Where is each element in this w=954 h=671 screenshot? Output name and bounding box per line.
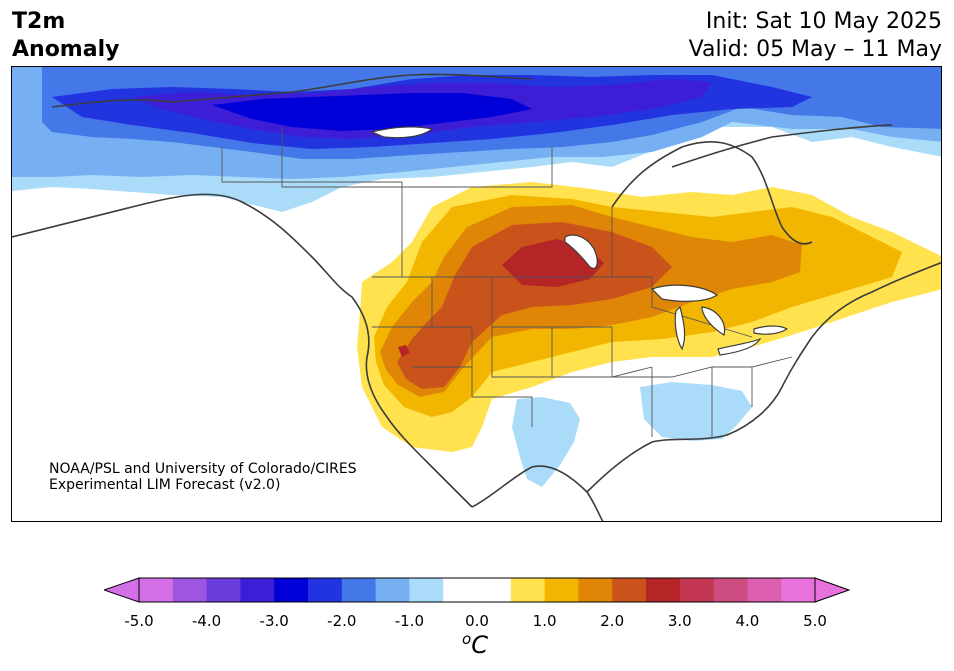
colorbar-tick-label: 1.0 [532, 612, 557, 630]
colorbar-cell [646, 578, 681, 602]
anomaly-map [11, 66, 942, 522]
colorbar [104, 577, 851, 603]
colorbar-cell [206, 578, 241, 602]
cold-core-region [212, 93, 532, 131]
colorbar-cell [172, 578, 208, 602]
colorbar-cell [612, 578, 647, 602]
colorbar-cell [713, 578, 748, 602]
cold-faint-texas [512, 397, 580, 487]
colorbar-unit: oC [462, 630, 488, 659]
political-borders [221, 127, 793, 437]
colorbar-tick-label: -5.0 [124, 612, 154, 630]
data-credit: NOAA/PSL and University of Colorado/CIRE… [49, 461, 357, 493]
colorbar-cell [274, 578, 309, 602]
credit-line-product: Experimental LIM Forecast (v2.0) [49, 477, 281, 493]
credit-line-institution: NOAA/PSL and University of Colorado/CIRE… [49, 461, 357, 477]
colorbar-cell [510, 578, 546, 602]
colorbar-tick-label: -4.0 [191, 612, 222, 630]
colorbar-cell [240, 578, 275, 602]
lake-erie [717, 337, 762, 356]
colorbar-cell [375, 578, 410, 602]
title-line-quantity: Anomaly [12, 37, 120, 62]
lake-michigan [674, 305, 686, 351]
great-slave-lake [370, 126, 434, 139]
coastline-outline [12, 73, 941, 521]
cold-faint-southeast [640, 382, 752, 441]
colorbar-cell [409, 578, 444, 602]
colorbar-cell [139, 578, 174, 602]
colorbar-tick-label: -2.0 [327, 612, 357, 630]
colorbar-tick-label: -3.0 [259, 612, 289, 630]
forecast-dates: Init: Sat 10 May 2025 Valid: 05 May – 11… [689, 8, 942, 64]
colorbar-cells [139, 578, 816, 602]
colorbar-under-triangle [104, 577, 140, 603]
colorbar-frame [138, 577, 816, 603]
colorbar-cell [308, 578, 343, 602]
lake-ontario [753, 325, 789, 335]
colorbar-cell [341, 578, 377, 602]
lake-huron [701, 306, 726, 336]
title-line-variable: T2m [12, 9, 66, 34]
colorbar-cell [747, 578, 782, 602]
colorbar-over-triangle [814, 577, 851, 603]
colorbar-tick-label: -1.0 [394, 612, 425, 630]
colorbar-cell [443, 578, 512, 602]
colorbar-tick-label: 3.0 [667, 612, 692, 630]
colorbar-cell [781, 578, 816, 602]
valid-range: Valid: 05 May – 11 May [688, 37, 942, 62]
colorbar-cell [679, 578, 715, 602]
map-canvas [12, 67, 941, 521]
init-date: Init: Sat 10 May 2025 [705, 9, 942, 34]
colorbar-tick-label: 4.0 [735, 612, 760, 630]
colorbar-tick-label: 5.0 [803, 612, 827, 630]
colorbar-cell [544, 578, 579, 602]
warm-core-nevada [398, 345, 410, 357]
unit-letter: C [471, 631, 488, 659]
lake-superior [650, 284, 719, 302]
colorbar-cell [578, 578, 613, 602]
colorbar-tick-label: 0.0 [465, 612, 489, 630]
colorbar-tick-label: 2.0 [600, 612, 625, 630]
lakes [370, 126, 789, 356]
lake-winnipeg [564, 234, 598, 269]
map-title: T2m Anomaly [12, 8, 119, 64]
degree-symbol: o [462, 630, 472, 648]
